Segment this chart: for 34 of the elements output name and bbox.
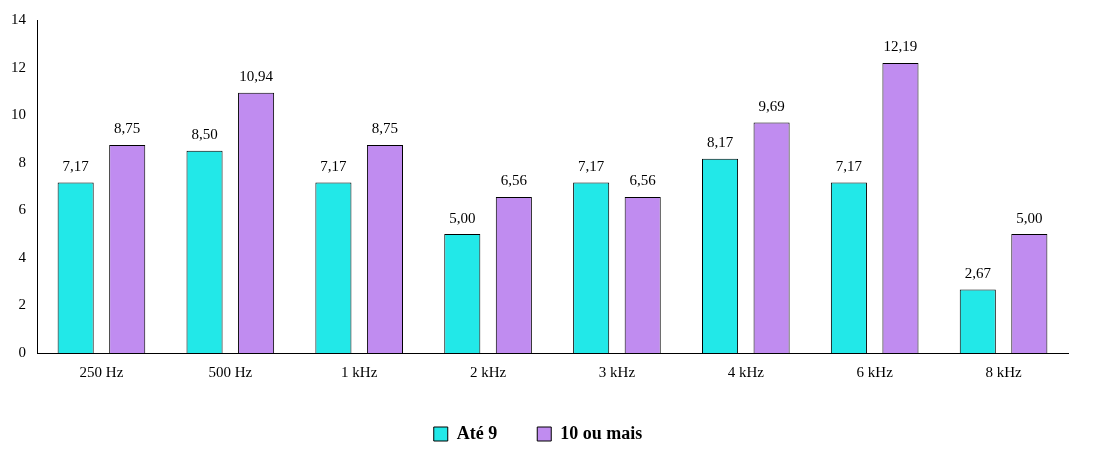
data-label: 6,56: [629, 172, 657, 189]
y-tick-label: 10: [11, 106, 26, 123]
y-tick-label: 2: [18, 296, 26, 313]
data-label: 5,00: [449, 209, 476, 226]
x-tick-label: 250 Hz: [79, 363, 124, 380]
data-label: 9,69: [758, 97, 785, 114]
x-tick-label: 2 kHz: [469, 363, 507, 380]
data-label: 7,17: [320, 157, 348, 174]
data-label: 5,00: [1016, 209, 1043, 226]
data-label: 8,50: [191, 126, 218, 143]
data-label: 7,17: [62, 157, 90, 174]
y-tick-label: 12: [11, 58, 26, 75]
legend-label: Até 9: [456, 422, 498, 443]
x-tick-label: 4 kHz: [727, 363, 765, 380]
data-label: 8,75: [114, 120, 141, 137]
legend-label: 10 ou mais: [560, 422, 643, 443]
x-tick-label: 8 kHz: [985, 363, 1023, 380]
data-label: 6,56: [500, 172, 528, 189]
y-tick-label: 0: [18, 343, 26, 360]
x-tick-label: 3 kHz: [598, 363, 636, 380]
y-tick-label: 4: [18, 248, 27, 265]
data-label: 2,67: [964, 264, 992, 281]
data-label: 7,17: [835, 157, 863, 174]
x-tick-label: 500 Hz: [208, 363, 253, 380]
data-label: 12,19: [883, 38, 918, 55]
y-tick-label: 6: [18, 201, 27, 218]
data-label: 7,17: [578, 157, 605, 174]
y-tick-label: 8: [18, 153, 26, 170]
data-label: 8,17: [706, 134, 734, 151]
y-tick-label: 14: [11, 10, 27, 27]
data-label: 10,94: [239, 68, 274, 85]
data-label: 8,75: [371, 120, 399, 137]
x-tick-label: 1 kHz: [341, 363, 378, 380]
x-tick-label: 6 kHz: [856, 363, 894, 380]
